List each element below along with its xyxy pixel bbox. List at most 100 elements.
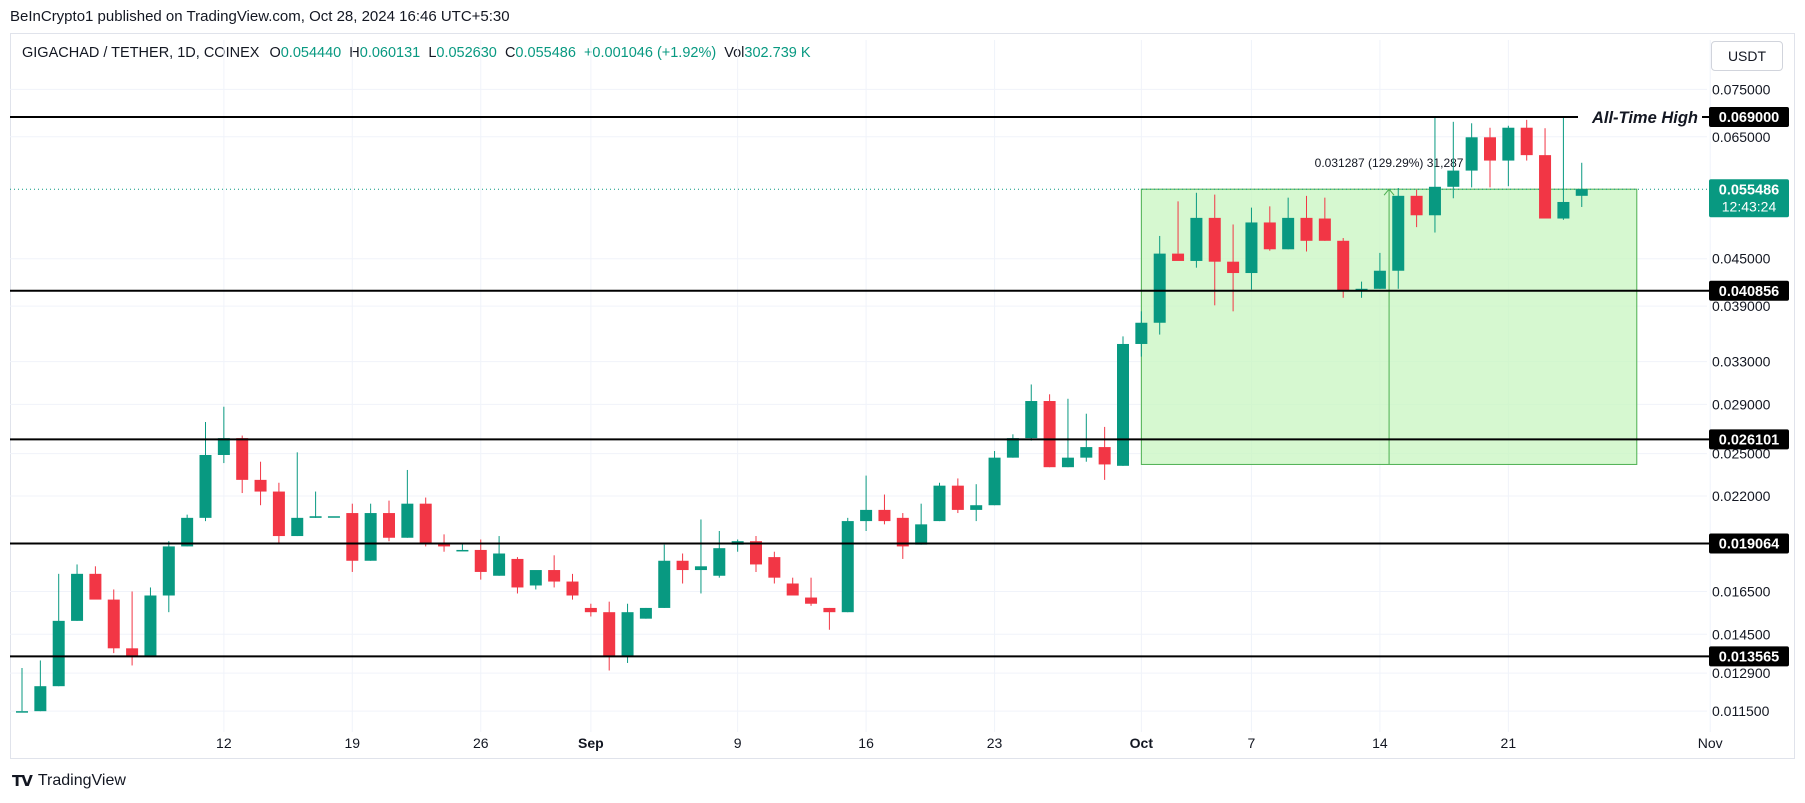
last-price-tag [1709,179,1789,218]
low-value: 0.052630 [436,45,497,61]
candle-body [272,491,285,537]
candle [915,503,928,545]
candle-body [327,516,340,518]
candle [1410,189,1423,228]
candle-body [1025,401,1038,439]
candle-body [89,573,102,600]
level-price-label: 0.013565 [1719,649,1779,665]
candle [823,607,836,630]
level-price-tag [1709,429,1789,450]
candle-body [364,513,377,561]
candle-body [970,505,983,510]
candle-body [1208,217,1221,262]
bar-countdown-label: 12:43:24 [1722,198,1777,214]
candle-body [181,517,194,547]
candle-body [1061,457,1074,468]
open-value: 0.054440 [280,45,342,61]
tradingview-logo-icon: TV [12,772,33,790]
candle-body [1245,222,1258,274]
candle-body [988,457,1001,506]
candle-body [52,620,65,687]
candle-body [474,549,487,572]
candle [1190,192,1203,268]
x-tick-label: 26 [473,735,489,751]
candle-body [1373,270,1386,289]
candle-body [309,516,322,518]
candle [346,503,359,572]
candle-body [236,438,249,480]
candle-body [419,503,432,543]
x-tick-label: 21 [1501,735,1517,751]
y-tick-label: 0.029000 [1712,396,1771,412]
currency-button[interactable]: USDT [1711,41,1783,71]
y-tick-label: 0.012900 [1712,665,1771,681]
y-tick-label: 0.022000 [1712,488,1771,504]
x-tick-label: 23 [987,735,1003,751]
candle-body [1410,195,1423,216]
candle-body [1135,322,1148,344]
level-price-tag [1709,280,1789,301]
candle [988,451,1001,506]
candle-body [1539,155,1552,219]
candle-body [383,513,395,538]
candle-body [1263,222,1276,250]
candle [419,497,432,547]
symbol-name[interactable]: GIGACHAD / TETHER, 1D, COINEX [22,45,260,61]
candle-body [438,542,451,547]
candle [1300,195,1313,252]
candle [951,478,964,514]
candle [16,667,28,713]
candle-body [805,597,818,604]
candle-body [603,612,616,656]
range-arrow-icon [1383,188,1395,196]
candle-body [768,557,781,578]
candle-body [1300,217,1313,241]
candle-body [713,548,726,576]
candle-body [1428,186,1441,216]
candle [621,603,634,663]
low-label: L [428,45,437,61]
y-tick-label: 0.014500 [1712,626,1771,642]
candle [1318,197,1331,241]
candle-body [1392,195,1405,271]
candle-body [1153,253,1166,323]
candle [1447,121,1460,199]
candle [1153,235,1166,335]
candle [1484,127,1496,188]
candle [1502,125,1515,187]
all-time-high-annotation: All-Time High [1591,109,1698,127]
high-value: 0.060131 [359,45,421,61]
candle-body [584,607,597,613]
candle [144,587,157,656]
candle-body [1190,217,1203,261]
candle-body [217,438,230,455]
last-price-label: 0.055486 [1719,182,1779,198]
candle-body [786,583,799,596]
open-label: O [269,45,281,61]
candle-body [529,570,542,586]
candle [199,422,212,522]
level-price-label: 0.069000 [1719,110,1779,126]
x-tick-label: 9 [734,735,742,751]
y-tick-label: 0.039000 [1712,298,1771,314]
candle-body [456,549,469,552]
candle-body [34,686,47,712]
x-tick-label: 7 [1248,735,1256,751]
x-tick-label: Nov [1698,735,1723,751]
tradingview-brand[interactable]: TV TradingView [12,772,126,790]
candle-body [639,607,652,619]
candle [694,519,707,594]
x-tick-label: 12 [216,735,232,751]
candle [162,541,175,613]
candle [1098,426,1111,480]
candle [254,461,267,506]
x-tick-label: 14 [1372,735,1388,751]
level-price-tag [1709,533,1789,554]
candle [1172,201,1185,261]
candle [566,573,579,600]
candle [841,517,854,613]
candle [107,589,120,654]
candle [584,603,597,617]
candle-body [1117,343,1129,466]
